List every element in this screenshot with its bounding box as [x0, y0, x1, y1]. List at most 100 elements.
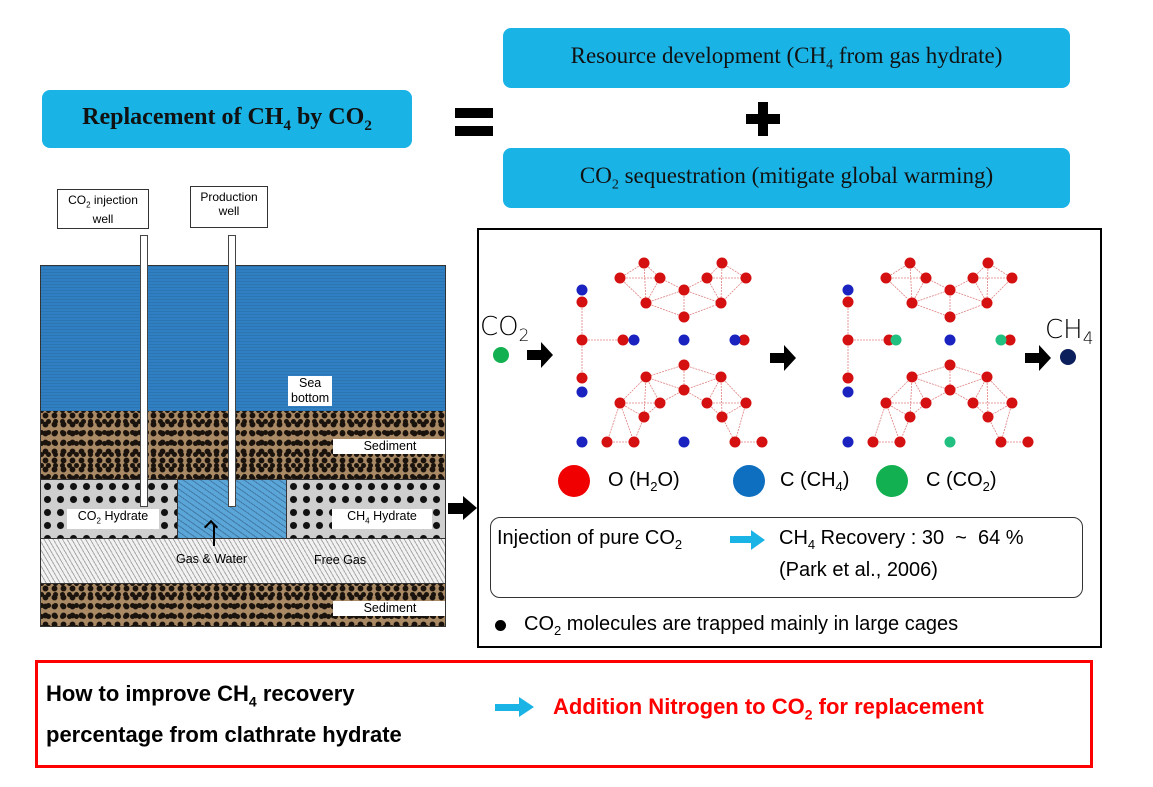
replacement-title: Replacement of CH4 by CO2 — [82, 103, 372, 134]
sequestration-text: CO2 sequestration (mitigate global warmi… — [579, 162, 994, 193]
hydrogen-bond — [885, 402, 901, 443]
recovery-text: CH4 Recovery : 30 ~ 64 % — [779, 527, 1024, 552]
hydrate-structure-graphic — [493, 257, 1076, 448]
sediment-top-label: Sediment — [333, 439, 445, 454]
oxygen-atom — [842, 372, 854, 384]
hydrogen-bond — [949, 302, 988, 318]
oxygen-atom — [842, 296, 854, 308]
free-gas-label: Free Gas — [314, 553, 367, 567]
oxygen-atom — [982, 411, 994, 423]
oxygen-atom — [756, 436, 768, 448]
right-arrow-icon — [1025, 345, 1051, 371]
oxygen-atom — [654, 272, 666, 284]
hydrogen-bond — [720, 376, 747, 404]
oxygen-atom — [920, 397, 932, 409]
well-diagram: Sea bottom Sediment CO2 Hydrate CH4 Hydra… — [40, 265, 446, 627]
oxygen-atom — [995, 436, 1007, 448]
hydrogen-bond — [949, 364, 988, 378]
oxygen-atom — [738, 334, 750, 346]
production-pipe — [228, 235, 236, 507]
hydrogen-bond — [720, 262, 723, 304]
methane-carbon-atom — [729, 334, 741, 346]
legend-methane-marker — [733, 465, 765, 497]
ch4-label: CH4 — [1045, 315, 1094, 350]
hydrogen-bond — [1000, 402, 1013, 443]
oxygen-atom — [906, 297, 918, 309]
oxygen-atom — [944, 384, 956, 396]
oxygen-atom — [729, 436, 741, 448]
hydrogen-bond — [909, 262, 913, 304]
oxygen-atom — [944, 284, 956, 296]
legend-co2-label: C (CO2) — [926, 469, 997, 494]
oxygen-atom — [640, 297, 652, 309]
legend-co2-marker — [876, 465, 908, 497]
recovery-box — [490, 517, 1083, 598]
hydrogen-bond — [911, 302, 951, 318]
hydrogen-bond — [606, 402, 621, 443]
oxygen-atom — [678, 359, 690, 371]
hydrogen-bond — [885, 277, 913, 304]
oxygen-atom — [638, 411, 650, 423]
methane-carbon-atom — [678, 334, 690, 346]
oxygen-atom — [614, 272, 626, 284]
co2-molecule-icon — [493, 347, 509, 363]
oxygen-atom — [638, 257, 650, 269]
gas-water-label: Gas & Water — [176, 552, 248, 566]
legend-oxygen-marker — [558, 465, 590, 497]
co2-injection-pipe — [140, 235, 148, 507]
up-arrow-icon — [213, 524, 215, 546]
oxygen-atom — [740, 272, 752, 284]
right-arrow-icon — [770, 345, 796, 371]
oxygen-atom — [894, 436, 906, 448]
hydrogen-bond — [683, 376, 722, 391]
hydrogen-bond — [986, 376, 1013, 404]
oxygen-atom — [906, 371, 918, 383]
hydrogen-bond — [645, 376, 685, 391]
oxygen-atom — [715, 297, 727, 309]
cyan-arrow-head — [751, 530, 765, 550]
oxygen-atom — [628, 436, 640, 448]
conclusion-arrow-icon — [495, 704, 520, 711]
oxygen-atom — [654, 397, 666, 409]
hydrogen-bond — [683, 289, 722, 304]
co2-carbon-atom — [890, 334, 902, 346]
oxygen-atom — [576, 296, 588, 308]
citation: (Park et al., 2006) — [779, 559, 938, 581]
equals-icon — [455, 108, 493, 136]
injection-text: Injection of pure CO2 — [497, 527, 683, 552]
conclusion-arrow-head — [519, 697, 534, 717]
methane-carbon-atom — [944, 334, 956, 346]
free-gas-layer — [41, 538, 445, 583]
right-arrow-head — [463, 496, 477, 520]
methane-carbon-atom — [678, 436, 690, 448]
oxygen-atom — [981, 371, 993, 383]
methane-carbon-atom — [842, 284, 854, 296]
hydrogen-bond — [911, 376, 951, 391]
hydrogen-bond — [619, 277, 647, 304]
oxygen-atom — [1006, 272, 1018, 284]
oxygen-atom — [867, 436, 879, 448]
resource-box: Resource development (CH4 from gas hydra… — [503, 28, 1070, 88]
oxygen-atom — [1006, 397, 1018, 409]
sea-layer — [41, 266, 445, 411]
right-arrow-icon — [527, 342, 553, 368]
right-arrow-icon — [448, 503, 464, 514]
oxygen-atom — [678, 384, 690, 396]
replacement-box: Replacement of CH4 by CO2 — [42, 90, 412, 148]
hydrogen-bond — [619, 402, 635, 443]
oxygen-atom — [981, 297, 993, 309]
methane-carbon-atom — [842, 436, 854, 448]
cyan-arrow-icon — [730, 536, 752, 543]
hydrogen-bond — [949, 376, 988, 391]
sediment-bottom-label: Sediment — [333, 601, 445, 616]
oxygen-atom — [967, 272, 979, 284]
oxygen-atom — [716, 257, 728, 269]
co2-carbon-atom — [995, 334, 1007, 346]
co2-hydrate-label: CO2 Hydrate — [67, 509, 159, 529]
hydrogen-bond — [986, 376, 989, 418]
methane-carbon-atom — [576, 436, 588, 448]
plus-icon — [746, 102, 780, 136]
hydrogen-bond — [734, 402, 747, 443]
co2-injection-well-label: CO2 injection well — [57, 189, 149, 229]
oxygen-atom — [617, 334, 629, 346]
